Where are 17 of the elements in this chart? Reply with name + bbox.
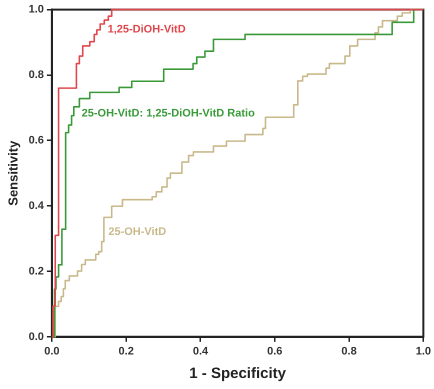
series-label: 1,25-DiOH-VitD	[108, 23, 186, 36]
x-tick-label: 0.2	[118, 345, 134, 358]
x-tick-label: 0.6	[267, 345, 282, 358]
x-tick-label: 0.0	[44, 345, 60, 358]
x-tick-label: 1.0	[416, 345, 432, 358]
y-tick-label: 0.6	[28, 134, 44, 147]
x-tick-label: 0.4	[192, 345, 209, 358]
series-label: 25-OH-VitD	[108, 226, 166, 238]
y-tick-label: 0.2	[28, 265, 44, 278]
y-tick-label: 0.8	[28, 69, 44, 82]
y-tick-label: 0.4	[28, 200, 45, 212]
y-tick-label: 1.0	[28, 4, 44, 16]
y-tick-label: 0.0	[28, 330, 44, 343]
series-label: 25-OH-VitD: 1,25-DiOH-VitD Ratio	[82, 107, 256, 120]
x-axis-title: 1 - Specificity	[189, 365, 287, 382]
x-tick-label: 0.8	[341, 345, 357, 358]
y-axis-title: Sensitivity	[5, 140, 20, 206]
